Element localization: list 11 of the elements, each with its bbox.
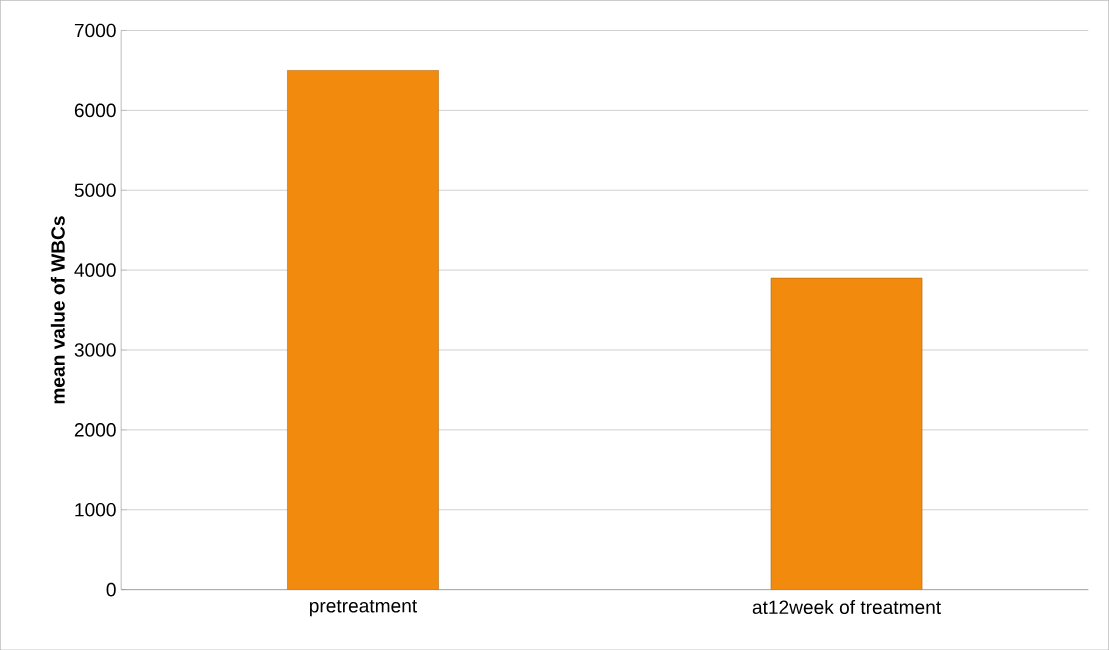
- x-tick-label: pretreatment: [309, 599, 417, 617]
- y-tick-label: 6000: [74, 103, 116, 117]
- y-tick-label: 5000: [74, 183, 116, 197]
- y-tick-label: 1000: [75, 502, 116, 517]
- y-tick-label: 0: [106, 582, 116, 597]
- y-axis-title: mean value of WBCs: [50, 216, 65, 404]
- y-tick-label: 2000: [74, 422, 116, 437]
- x-tick-label: at12week of treatment: [752, 599, 941, 614]
- y-tick-label: 3000: [74, 343, 116, 357]
- y-tick-label: 4000: [74, 263, 116, 277]
- y-tick-label: 7000: [74, 23, 116, 38]
